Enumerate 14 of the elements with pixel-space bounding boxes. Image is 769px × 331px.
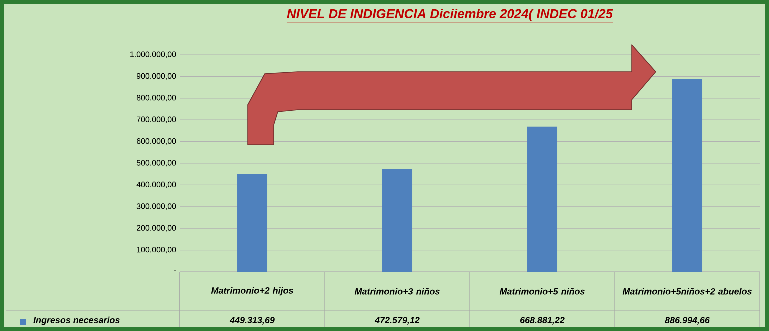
bar	[528, 126, 558, 272]
x-tick-label: Matrimonio+5niños+2 abuelos	[622, 288, 752, 295]
legend-label: Ingresos necesarios	[34, 316, 120, 326]
data-label: 886.994,66	[665, 317, 710, 325]
data-label: 668.881,22	[520, 317, 565, 325]
bar	[382, 169, 413, 272]
bar	[672, 80, 703, 272]
data-label: 472.579,12	[374, 317, 420, 325]
x-tick-label: Matrimonio+3 niños	[354, 288, 440, 295]
data-label: 449.313,69	[230, 317, 275, 325]
chart-title: NIVEL DE INDIGENCIA Diciiembre 2024( INDEC 01/25	[287, 8, 614, 22]
bar	[238, 174, 268, 272]
x-tick-label: Matrimonio+5 niños	[500, 288, 585, 295]
x-tick-label: Matrimonio+2 hijos	[211, 287, 294, 296]
